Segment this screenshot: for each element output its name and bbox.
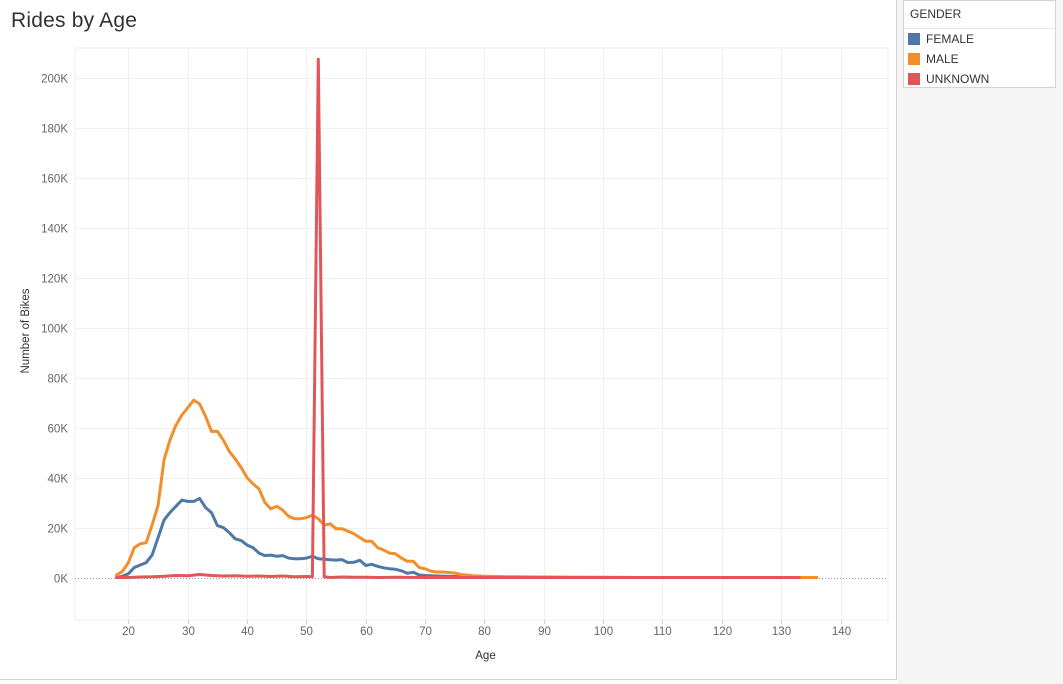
axis-labels: 0K 20K 40K 60K 80K 100K 120K 140K 160K 180K 200K 20… [20,74,851,663]
series-line-male[interactable] [115,398,819,579]
y-tick-label: 40K [48,474,69,486]
x-tick-label: 80 [478,626,491,638]
plot-frame [74,47,889,621]
y-tick-label: 160K [41,174,68,186]
x-tick-label: 120 [713,626,732,638]
legend-swatch-male [908,53,920,65]
x-tick-label: 30 [182,626,195,638]
legend-swatch-unknown [908,73,920,85]
x-tick-label: 130 [772,626,791,638]
legend-item-unknown[interactable]: UNKNOWN [908,71,1053,87]
legend-divider [904,28,1055,29]
y-tick-label: 20K [48,524,69,536]
x-tick-label: 40 [241,626,254,638]
y-tick-label: 80K [48,374,69,386]
gender-legend[interactable]: GENDER FEMALE MALE UNKNOWN [903,0,1056,88]
worksheet-area: Rides by Age 0K 20K 40K 60K 80K 100K 120K 140K 1… [0,0,897,680]
x-tick-label: 70 [419,626,432,638]
y-tick-label: 0K [54,574,68,586]
x-axis-title: Age [475,650,495,662]
x-tick-label: 100 [594,626,613,638]
series-line-unknown[interactable] [115,57,801,579]
series-line-female[interactable] [115,496,801,579]
x-tick-label: 60 [360,626,373,638]
y-tick-label: 100K [41,324,68,336]
chart-title: Rides by Age [11,9,138,32]
legend-swatch-female [908,33,920,45]
legend-label-female: FEMALE [926,32,975,46]
y-tick-label: 120K [41,274,68,286]
grid-lines [74,47,889,621]
y-tick-label: 60K [48,424,69,436]
side-panel [897,0,1063,684]
series-lines [115,57,819,579]
axes [75,578,888,624]
x-tick-label: 90 [538,626,551,638]
y-tick-label: 200K [41,74,68,86]
legend-label-male: MALE [926,52,959,66]
y-axis-title: Number of Bikes [20,288,32,373]
x-tick-label: 20 [122,626,135,638]
legend-label-unknown: UNKNOWN [926,72,990,86]
line-chart[interactable]: 0K 20K 40K 60K 80K 100K 120K 140K 160K 180K 200K 20… [0,0,896,679]
x-tick-label: 110 [653,626,671,638]
y-tick-label: 180K [41,124,68,136]
x-tick-label: 50 [300,626,313,638]
legend-title: GENDER [910,7,962,21]
legend-item-male[interactable]: MALE [908,51,1053,67]
x-tick-label: 140 [832,626,851,638]
legend-item-female[interactable]: FEMALE [908,31,1053,47]
y-tick-label: 140K [41,224,68,236]
